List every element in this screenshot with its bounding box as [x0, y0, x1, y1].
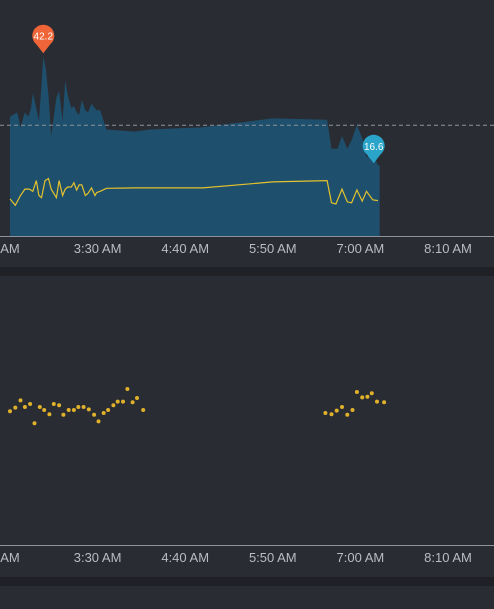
scatter-point: [47, 412, 52, 417]
scatter-point: [365, 394, 370, 399]
x-tick-label: 4:40 AM: [161, 550, 209, 565]
x-tick-label: 7:00 AM: [337, 550, 385, 565]
x-tick-label: 3:30 AM: [74, 550, 122, 565]
max-value-label: 42.2: [34, 32, 54, 43]
last-pin-shape: [362, 134, 385, 164]
x-tick-label: 8:10 AM: [424, 241, 472, 256]
last-value-label: 16.6: [364, 142, 384, 153]
scatter-point: [340, 405, 344, 409]
last-value-marker[interactable]: 16.6: [362, 134, 385, 164]
line-series: [9, 177, 378, 207]
scatter-point: [106, 408, 111, 412]
x-ticks-bottom: AM 3:30 AM 4:40 AM 5:50 AM 7:00 AM 8:10 AM: [0, 550, 472, 565]
scatter-point: [345, 412, 350, 417]
bottom-chart-panel: AM 3:30 AM 4:40 AM 5:50 AM 7:00 AM 8:10 AM: [0, 387, 494, 565]
scatter-point: [101, 411, 106, 415]
area-series: [10, 56, 380, 237]
x-tick-label: 8:10 AM: [424, 550, 472, 565]
scatter-point: [121, 399, 125, 404]
x-tick-label: AM: [0, 241, 20, 256]
scatter-point: [360, 395, 365, 400]
x-tick-label: 3:30 AM: [74, 241, 122, 256]
scatter-point: [111, 403, 116, 408]
top-chart-panel: AM 3:30 AM 4:40 AM 5:50 AM 7:00 AM 8:10 AM 42…: [0, 24, 494, 256]
scatter-point: [61, 412, 66, 417]
x-tick-label: AM: [0, 550, 20, 565]
scatter-point: [37, 405, 42, 409]
panel-divider: [0, 267, 494, 276]
max-pin-shape: [32, 24, 55, 54]
scatter-point: [18, 398, 23, 403]
scatter-point: [76, 405, 81, 409]
scatter-point: [334, 408, 339, 413]
x-tick-label: 7:00 AM: [337, 241, 385, 256]
scatter-point: [22, 405, 27, 409]
scatter-point: [57, 403, 62, 408]
scatter-point: [125, 387, 130, 391]
scatter-point: [13, 405, 18, 410]
scatter-point: [66, 408, 71, 412]
scatter-series: [8, 387, 387, 426]
x-tick-label: 5:50 AM: [249, 550, 297, 565]
scatter-point: [115, 399, 120, 404]
scatter-point: [141, 408, 146, 412]
x-tick-label: 5:50 AM: [249, 241, 297, 256]
scatter-point: [350, 408, 355, 412]
x-tick-label: 4:40 AM: [161, 241, 209, 256]
scatter-point: [8, 409, 12, 414]
x-ticks-top: AM 3:30 AM 4:40 AM 5:50 AM 7:00 AM 8:10 AM: [0, 241, 472, 256]
scatter-point: [329, 412, 334, 417]
scatter-point: [81, 405, 86, 409]
scatter-point: [130, 400, 135, 405]
scatter-point: [135, 396, 139, 400]
max-value-marker[interactable]: 42.2: [32, 24, 55, 54]
scatter-point: [42, 408, 47, 412]
scatter-point: [71, 408, 76, 412]
scatter-point: [375, 399, 379, 404]
scatter-point: [96, 419, 101, 424]
scatter-point: [369, 391, 374, 396]
scatter-point: [354, 390, 359, 394]
panel-divider-bottom: [0, 577, 494, 586]
scatter-point: [323, 411, 328, 415]
scatter-point: [86, 407, 91, 412]
scatter-point: [28, 402, 33, 406]
scatter-point: [382, 400, 387, 405]
scatter-point: [32, 421, 37, 426]
scatter-point: [51, 402, 56, 406]
scatter-point: [92, 412, 97, 417]
